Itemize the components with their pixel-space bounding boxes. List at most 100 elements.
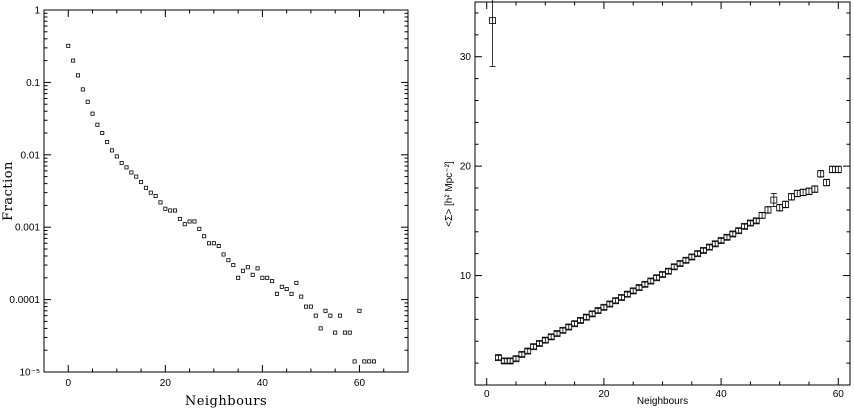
left-data-point <box>255 266 260 271</box>
right-data-point <box>823 179 830 186</box>
left-data-point <box>124 165 129 170</box>
left-data-point <box>338 313 343 318</box>
left-data-point <box>85 99 90 104</box>
left-data-point <box>71 58 76 63</box>
left-data-point <box>173 208 178 213</box>
right-data-point <box>489 17 496 25</box>
right-data-point <box>770 196 778 204</box>
left-x-axis-title: Neighbours <box>185 394 267 408</box>
left-data-point <box>66 43 71 48</box>
right-data-point <box>512 355 520 363</box>
left-data-point <box>274 291 279 296</box>
left-data-point <box>289 291 294 296</box>
left-data-point <box>260 275 265 280</box>
left-data-point <box>207 241 212 246</box>
left-plot-frame <box>43 9 409 373</box>
left-x-tick-label: 0 <box>65 378 71 389</box>
left-data-point <box>75 73 80 78</box>
right-x-axis-title: Neighbours <box>637 396 688 407</box>
left-data-point <box>299 294 304 299</box>
left-data-point <box>143 185 148 190</box>
left-data-point <box>221 252 226 257</box>
left-data-point <box>119 161 124 166</box>
left-data-point <box>318 326 323 331</box>
left-data-point <box>279 284 284 289</box>
left-data-point <box>177 216 182 221</box>
left-x-tick-label: 60 <box>354 378 366 389</box>
left-data-point <box>192 219 197 224</box>
left-data-point <box>168 208 173 213</box>
right-x-tick-label: 60 <box>833 389 845 400</box>
left-data-point <box>333 330 338 335</box>
right-data-point <box>524 347 532 355</box>
right-x-tick-label: 0 <box>484 389 490 400</box>
left-data-point <box>250 272 255 277</box>
left-data-point <box>163 206 168 211</box>
left-data-point <box>294 280 299 285</box>
left-y-axis-title: Fraction <box>1 161 16 221</box>
left-data-point <box>240 268 245 273</box>
left-data-point <box>308 304 313 309</box>
left-y-tick-label: 0.1 <box>26 78 40 89</box>
left-data-point <box>202 234 207 239</box>
left-y-tick-label: 10⁻⁵ <box>19 368 40 379</box>
right-data-point <box>834 166 842 173</box>
left-data-point <box>148 190 153 195</box>
right-data-point <box>758 211 766 219</box>
right-x-tick-label: 40 <box>716 389 728 400</box>
left-data-point <box>236 275 241 280</box>
left-data-point <box>129 170 134 175</box>
left-data-point <box>245 265 250 270</box>
left-data-point <box>328 313 333 318</box>
right-data-point <box>664 267 672 275</box>
left-data-point <box>226 258 231 263</box>
left-data-point <box>90 111 95 116</box>
right-data-point <box>752 217 760 225</box>
left-data-point <box>95 122 100 127</box>
left-data-point <box>313 313 318 318</box>
left-data-point <box>372 359 377 364</box>
right-panel-density-vs-neighbours: 0 20 40 60 10 20 30 Neighbours <Σ> [h² Mpc⁻²] <box>444 0 851 407</box>
left-data-point <box>105 140 110 145</box>
right-data-point <box>811 185 819 193</box>
left-data-point <box>139 180 144 185</box>
left-data-point <box>80 87 85 92</box>
right-data-point <box>782 201 789 208</box>
left-data-point <box>187 219 192 224</box>
left-x-tick-label: 40 <box>257 378 269 389</box>
left-data-point <box>114 154 119 159</box>
left-data-point <box>197 226 202 231</box>
left-x-tick-label: 20 <box>160 378 172 389</box>
left-data-point <box>284 287 289 292</box>
left-data-point <box>304 304 309 309</box>
left-data-point <box>100 131 105 136</box>
left-data-point <box>323 308 328 313</box>
left-data-point <box>211 241 216 246</box>
right-y-tick-label: 30 <box>460 52 472 63</box>
left-data-point <box>153 193 158 198</box>
left-data-point <box>362 359 367 364</box>
right-data-point <box>735 227 743 235</box>
left-data-point <box>216 243 221 248</box>
left-data-point <box>265 275 270 280</box>
right-data-point <box>817 170 825 178</box>
left-data-point <box>367 359 372 364</box>
left-y-tick-label: 0.001 <box>15 223 40 234</box>
left-y-tick-label: 1 <box>34 6 40 17</box>
right-y-tick-label: 20 <box>460 162 472 173</box>
left-data-point <box>231 263 236 268</box>
left-data-point <box>270 279 275 284</box>
left-data-point <box>182 222 187 227</box>
right-x-tick-label: 20 <box>598 389 610 400</box>
left-data-point <box>347 330 352 335</box>
left-data-point <box>342 330 347 335</box>
left-y-tick-label: 0.0001 <box>9 295 40 306</box>
left-data-point <box>134 174 139 179</box>
left-data-point <box>109 148 114 153</box>
left-data-point <box>357 308 362 313</box>
left-data-point <box>352 359 357 364</box>
left-panel-fraction-vs-neighbours: 0 20 40 60 1 0.1 0.01 0.001 0.0001 10⁻⁵ Neighbours… <box>1 6 409 408</box>
right-y-axis-title: <Σ> [h² Mpc⁻²] <box>444 161 455 227</box>
right-y-tick-label: 10 <box>460 271 472 282</box>
